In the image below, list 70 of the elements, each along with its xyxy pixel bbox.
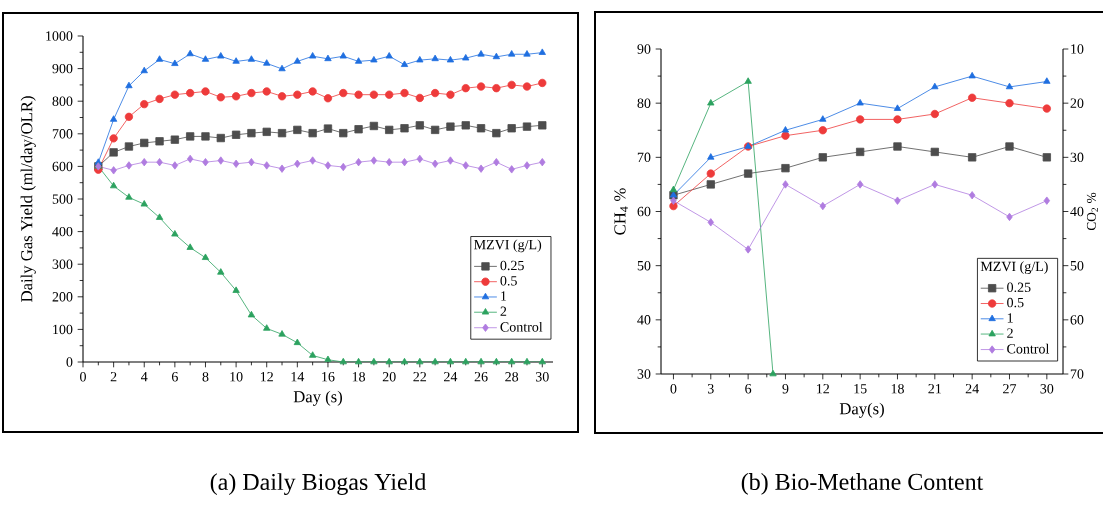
- y-tick-label: 40: [637, 315, 651, 325]
- y-tick-label: 80: [637, 98, 651, 108]
- x-tick-label: 14: [291, 372, 305, 382]
- y-tick-label: 60: [637, 206, 651, 217]
- x-tick-label: 20: [382, 372, 396, 382]
- x-tick-label: 4: [141, 372, 148, 382]
- legend-title: MZVI (g/L): [980, 261, 1048, 275]
- x-tick-label: 12: [260, 372, 273, 382]
- text: (a) Daily Biogas Yield: [210, 473, 427, 495]
- legend-label: 2: [500, 306, 507, 316]
- legend-label: 0.25: [500, 260, 524, 271]
- x-tick-label: 9: [782, 384, 789, 394]
- legend-label: 0.5: [500, 276, 517, 286]
- legend-label: 0.5: [1007, 297, 1024, 308]
- y-tick-label: 70: [637, 152, 651, 163]
- y-tick-label: 700: [52, 129, 73, 139]
- y2-tick-label: 50: [1070, 260, 1084, 271]
- x-tick-label: 18: [891, 384, 904, 394]
- text: (b) Bio-Methane Content: [741, 473, 984, 495]
- y-axis-title: Daily Gas Yield (ml/day/OLR): [20, 96, 36, 302]
- legend-label: 1: [1007, 313, 1013, 323]
- x-tick-label: 30: [1040, 384, 1054, 394]
- x-tick-label: 8: [202, 372, 209, 382]
- x-tick-label: 22: [413, 372, 427, 382]
- legend-label: 0.25: [1007, 282, 1031, 293]
- x-tick-label: 6: [745, 384, 752, 394]
- x-tick-label: 21: [928, 384, 941, 394]
- x-tick-label: 16: [322, 372, 335, 382]
- y-tick-label: 0: [66, 357, 73, 367]
- y-tick-label: 500: [52, 194, 73, 204]
- y2-tick-label: 10: [1071, 44, 1084, 54]
- y-tick-label: 400: [52, 226, 73, 237]
- y2-tick-label: 60: [1070, 315, 1084, 325]
- y2-tick-label: 30: [1070, 152, 1084, 163]
- x-tick-label: 15: [854, 384, 867, 394]
- y-tick-label: 1000: [46, 31, 73, 41]
- y-tick-label: 300: [52, 259, 73, 269]
- x-tick-label: 30: [535, 372, 549, 382]
- x-axis-title: Day (s): [293, 390, 342, 406]
- x-tick-label: 6: [171, 372, 178, 382]
- y2-axis-title: CO$_{2}$ %: [1086, 192, 1098, 231]
- y2-tick-label: 70: [1070, 369, 1084, 379]
- x-tick-label: 24: [444, 372, 458, 382]
- x-axis-title: Day(s): [839, 402, 884, 418]
- y-tick-label: 100: [53, 324, 73, 335]
- x-tick-label: 0: [80, 372, 86, 382]
- x-tick-label: 26: [474, 372, 488, 382]
- y-tick-label: 600: [52, 161, 73, 172]
- x-tick-label: 18: [352, 372, 366, 382]
- x-tick-label: 12: [817, 384, 830, 394]
- y2-tick-label: 40: [1070, 206, 1084, 217]
- x-tick-label: 10: [230, 372, 243, 382]
- legend-label: Control: [500, 321, 543, 332]
- x-tick-label: 28: [505, 372, 519, 382]
- y-axis-title: CH$_{4}$ %: [614, 188, 628, 235]
- y-tick-label: 900: [52, 63, 73, 74]
- legend-label: 2: [1007, 328, 1013, 338]
- y2-tick-label: 20: [1070, 98, 1084, 108]
- x-tick-label: 27: [1003, 384, 1017, 394]
- x-tick-label: 2: [110, 372, 117, 382]
- legend-label: 1: [501, 291, 507, 301]
- x-tick-label: 24: [965, 384, 979, 394]
- y-tick-label: 200: [52, 292, 73, 302]
- x-tick-label: 3: [707, 384, 714, 394]
- y-tick-label: 90: [637, 44, 651, 54]
- y-tick-label: 50: [637, 260, 651, 271]
- legend-title: MZVI (g/L): [474, 239, 542, 253]
- x-tick-label: 0: [670, 384, 677, 394]
- legend-label: Control: [1007, 343, 1050, 354]
- y-tick-label: 800: [52, 96, 73, 106]
